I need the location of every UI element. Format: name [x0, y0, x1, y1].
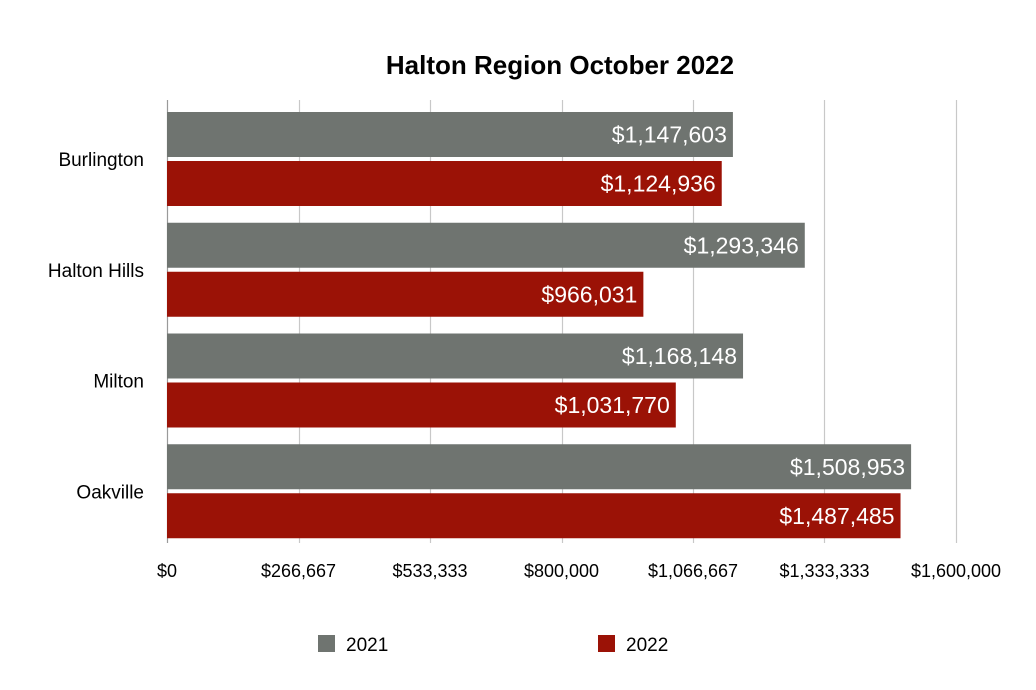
x-tick-labels: $0 $266,667 $533,333 $800,000 $1,066,667 $1,3…	[157, 561, 1001, 581]
bar-value-label: $1,487,485	[779, 503, 894, 529]
bar-2021-milton	[167, 333, 744, 379]
bar-value-label: $1,147,603	[612, 122, 727, 148]
bar-2022-halton-hills	[167, 271, 644, 317]
bar-2021-oakville	[167, 444, 912, 490]
x-tick-label: $533,333	[392, 561, 467, 581]
chart-title: Halton Region October 2022	[386, 50, 734, 80]
bar-2022-milton	[167, 382, 676, 428]
x-tick-label: $0	[157, 561, 177, 581]
category-label: Halton Hills	[48, 261, 144, 282]
bar-2022-oakville	[167, 493, 901, 539]
bar-2021-halton-hills	[167, 222, 805, 268]
category-label: Milton	[93, 372, 144, 393]
legend-label-2022: 2022	[626, 635, 668, 656]
x-tick-label: $266,667	[261, 561, 336, 581]
bar-value-label: $1,124,936	[601, 171, 716, 197]
category-label: Burlington	[58, 150, 144, 171]
bar-value-label: $966,031	[541, 281, 637, 307]
legend-swatch-2021	[318, 635, 335, 652]
category-label: Oakville	[76, 482, 144, 503]
bars: $1,147,603 $1,124,936 $1,293,346 $966,031 $1…	[167, 112, 912, 539]
bar-value-label: $1,293,346	[684, 232, 799, 258]
x-tick-label: $1,066,667	[648, 561, 738, 581]
x-tick-label: $1,600,000	[911, 561, 1001, 581]
bar-value-label: $1,031,770	[555, 392, 670, 418]
bar-value-label: $1,508,953	[790, 454, 905, 480]
x-tick-label: $800,000	[524, 561, 599, 581]
category-labels: Burlington Halton Hills Milton Oakville	[48, 150, 144, 503]
legend-label-2021: 2021	[346, 635, 388, 656]
legend-swatch-2022	[598, 635, 615, 652]
legend: 2021 2022	[318, 635, 668, 656]
bar-value-label: $1,168,148	[622, 343, 737, 369]
bar-2022-burlington	[167, 161, 722, 206]
bar-2021-burlington	[167, 112, 733, 157]
x-tick-label: $1,333,333	[779, 561, 869, 581]
